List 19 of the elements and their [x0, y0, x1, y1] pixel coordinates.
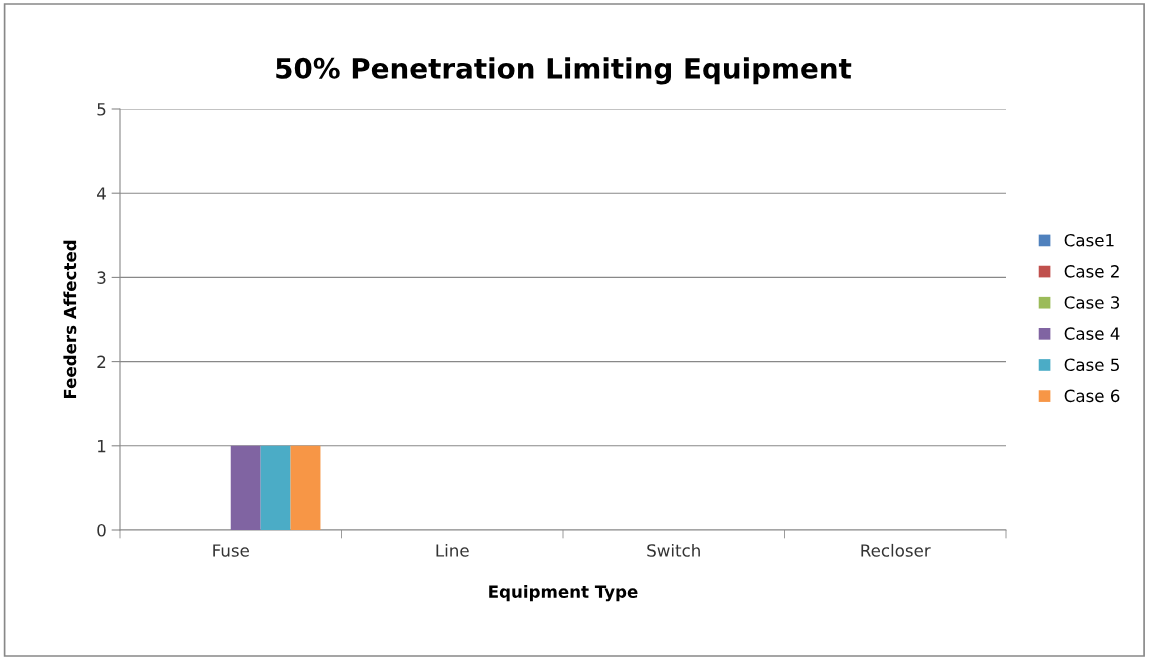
y-tick-label: 1 — [98, 439, 106, 453]
y-tick-label: 2 — [97, 355, 106, 368]
y-tick-label: 3 — [97, 271, 106, 284]
y-tick-label: 4 — [97, 187, 106, 200]
legend-label: Case1 — [1064, 233, 1114, 247]
legend-label: Case 6 — [1064, 389, 1120, 403]
y-axis-title: Feeders Affected — [63, 240, 77, 399]
y-tick-label: 0 — [97, 523, 106, 537]
x-tick-label: Recloser — [861, 543, 931, 557]
x-axis-title: Equipment Type — [489, 585, 638, 602]
y-tick-label: 5 — [97, 103, 106, 116]
x-tick-label: Switch — [647, 543, 700, 557]
legend-label: Case 3 — [1064, 296, 1120, 309]
chart-title: 50% Penetration Limiting Equipment — [276, 57, 852, 85]
legend-label: Case 2 — [1064, 265, 1119, 278]
legend-label: Case 5 — [1064, 358, 1119, 372]
x-tick-label: Fuse — [213, 544, 249, 557]
x-tick-label: Line — [436, 543, 469, 557]
legend-label: Case 4 — [1064, 327, 1120, 340]
